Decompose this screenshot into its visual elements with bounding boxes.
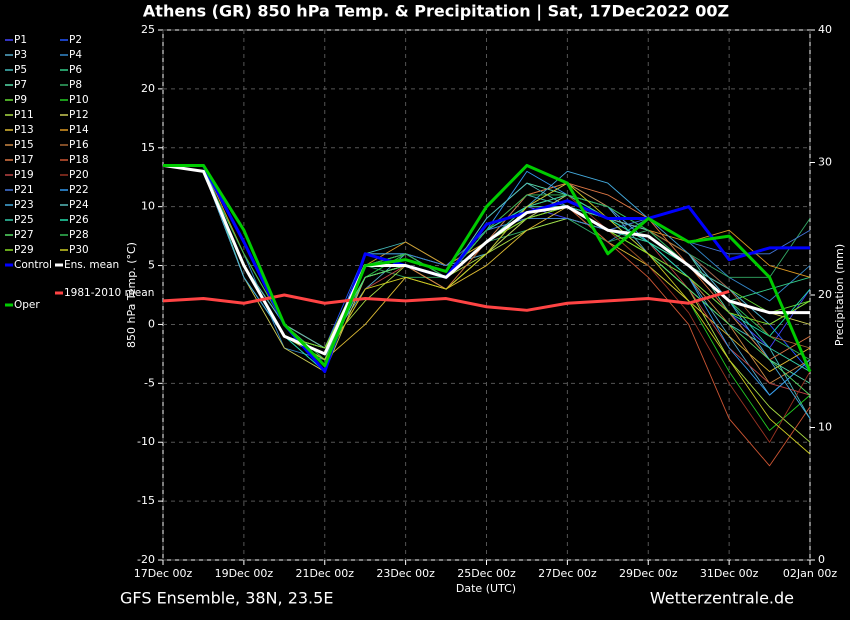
legend-label: P17 [14, 154, 34, 166]
legend-label: P30 [69, 244, 89, 256]
legend-label: P24 [69, 199, 89, 211]
y2-tick-label: 40 [818, 23, 832, 36]
y-tick-label: -10 [137, 435, 155, 448]
y2-tick-label: 10 [818, 421, 832, 434]
legend-label: P14 [69, 124, 89, 136]
legend-label: P9 [14, 94, 27, 106]
legend-label: P23 [14, 199, 34, 211]
y2-tick-label: 20 [818, 288, 832, 301]
legend-label: P6 [69, 64, 82, 76]
legend-label: P21 [14, 184, 34, 196]
series-line [162, 290, 730, 312]
chart-title: Athens (GR) 850 hPa Temp. & Precipitatio… [143, 2, 729, 22]
legend-label: P27 [14, 229, 34, 241]
legend-label: P29 [14, 244, 34, 256]
x-axis-label: Date (UTC) [456, 582, 516, 595]
y-axis-label: 850 hPa Temp. (°C) [125, 242, 138, 348]
series-line [163, 164, 811, 349]
legend-label: P3 [14, 49, 27, 61]
legend-label: Control [14, 259, 52, 271]
legend-label: P28 [69, 229, 89, 241]
x-tick-label: 31Dec 00z [700, 567, 759, 580]
y-tick-label: -20 [137, 553, 155, 566]
y2-axis-label: Precipitation (mm) [833, 244, 846, 346]
y-tick-label: 20 [141, 82, 155, 95]
y-tick-label: -15 [137, 494, 155, 507]
legend-label: P5 [14, 64, 27, 76]
y-tick-label: 25 [141, 23, 155, 36]
legend-label: P4 [69, 49, 82, 61]
y2-tick-label: 30 [818, 156, 832, 169]
legend-label: P22 [69, 184, 89, 196]
y-tick-label: -5 [144, 376, 155, 389]
legend-label: P16 [69, 139, 89, 151]
x-tick-label: 02Jan 00z [783, 567, 837, 580]
x-tick-label: 25Dec 00z [457, 567, 516, 580]
legend-label: P1 [14, 34, 27, 46]
legend-label: P26 [69, 214, 89, 226]
x-tick-label: 19Dec 00z [215, 567, 274, 580]
y-tick-label: 15 [141, 141, 155, 154]
legend-label: P2 [69, 34, 82, 46]
x-tick-label: 17Dec 00z [134, 567, 193, 580]
legend-label: P20 [69, 169, 89, 181]
y-tick-label: 5 [148, 259, 155, 272]
legend-label: P11 [14, 109, 34, 121]
legend-label: P25 [14, 214, 34, 226]
x-tick-label: 23Dec 00z [376, 567, 435, 580]
legend-label: 1981-2010 mean [64, 287, 154, 299]
legend-label: P15 [14, 139, 34, 151]
legend-label: Ens. mean [64, 259, 119, 271]
x-tick-label: 27Dec 00z [538, 567, 597, 580]
x-tick-label: 29Dec 00z [619, 567, 678, 580]
legend-label: P19 [14, 169, 34, 181]
x-tick-label: 21Dec 00z [295, 567, 354, 580]
legend-label: Oper [14, 299, 40, 311]
y2-tick-label: 0 [818, 553, 825, 566]
legend-label: P10 [69, 94, 89, 106]
legend-label: P8 [69, 79, 82, 91]
legend-label: P13 [14, 124, 34, 136]
y-tick-label: 0 [148, 317, 155, 330]
subtitle: GFS Ensemble, 38N, 23.5E [120, 589, 333, 608]
legend-label: P7 [14, 79, 27, 91]
y-tick-label: 10 [141, 200, 155, 213]
series-line [163, 163, 812, 373]
legend-label: P18 [69, 154, 89, 166]
source: Wetterzentrale.de [650, 589, 794, 608]
series-line [162, 163, 810, 356]
legend-label: P12 [69, 109, 89, 121]
